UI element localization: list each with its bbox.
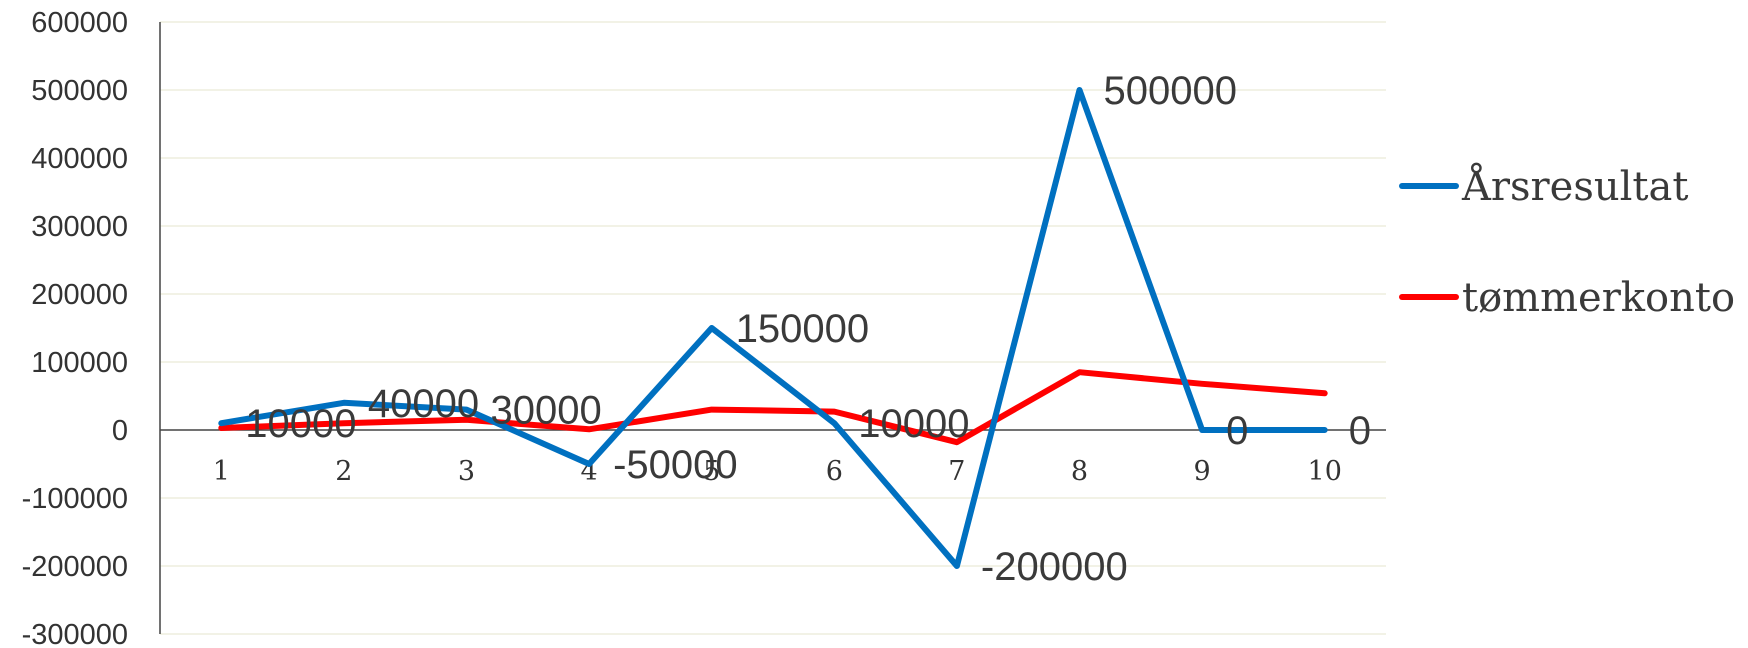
data-label: 30000 <box>491 389 602 433</box>
legend-label: Årsresultat <box>1461 163 1688 210</box>
y-tick-label: -100000 <box>22 483 128 515</box>
legend: Årsresultat tømmerkonto <box>1399 163 1735 321</box>
x-tick-label: 5 <box>703 456 720 487</box>
x-tick-label: 2 <box>335 456 352 487</box>
x-axis: 1 2 3 4 5 6 7 8 9 10 <box>160 429 1386 487</box>
y-tick-label: 100000 <box>31 347 128 379</box>
data-label: 150000 <box>736 307 869 351</box>
y-tick-label: 400000 <box>31 143 128 175</box>
y-tick-label: -200000 <box>22 551 128 583</box>
y-tick-label: 600000 <box>31 7 128 39</box>
x-tick-label: 6 <box>826 456 843 487</box>
legend-label: tømmerkonto <box>1462 275 1735 321</box>
x-tick-label: 8 <box>1071 456 1088 487</box>
x-tick-label: 10 <box>1308 456 1342 487</box>
x-tick-label: 3 <box>458 456 475 487</box>
y-axis: 600000 500000 400000 300000 200000 100000 0 -10… <box>22 7 161 648</box>
y-tick-label: -300000 <box>22 619 128 648</box>
data-label: 0 <box>1349 409 1371 453</box>
y-tick-label: 500000 <box>31 75 128 107</box>
series-lines <box>218 87 1328 569</box>
data-label: 500000 <box>1104 69 1237 113</box>
data-label: 40000 <box>368 382 479 426</box>
y-tick-label: 0 <box>112 415 128 447</box>
x-tick-label: 1 <box>213 456 230 487</box>
x-tick-label: 9 <box>1194 456 1211 487</box>
data-label: -200000 <box>981 545 1128 589</box>
series-line-1 <box>218 87 1328 569</box>
data-label: -50000 <box>613 443 738 487</box>
grid-lines <box>160 21 1386 635</box>
series-line-2 <box>218 369 1328 446</box>
data-label: 10000 <box>245 402 356 446</box>
data-label: 0 <box>1226 409 1248 453</box>
x-tick-label: 7 <box>948 456 965 487</box>
y-tick-label: 200000 <box>31 279 128 311</box>
data-labels: 10000 40000 30000-50000 150000 10000 -200000 5… <box>245 69 1371 589</box>
data-label: 10000 <box>858 402 969 446</box>
y-tick-label: 300000 <box>31 211 128 243</box>
